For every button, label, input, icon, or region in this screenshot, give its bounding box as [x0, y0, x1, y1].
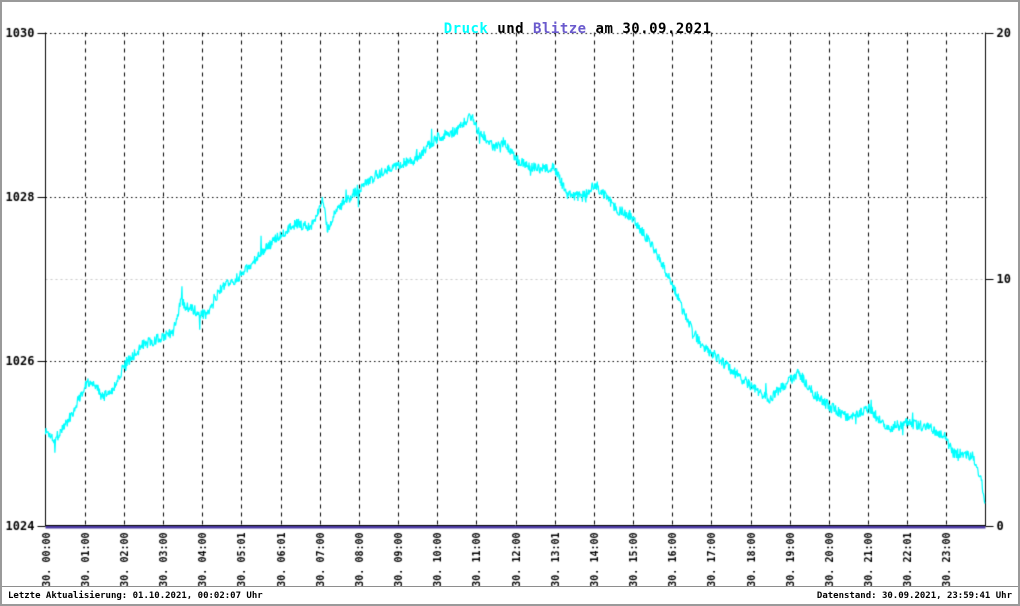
chart-title: Druck und Blitze am 30.09.2021 [408, 5, 712, 53]
chart-title-und: und [488, 21, 534, 37]
druck-blitze-chart-canvas [2, 2, 1018, 587]
chart-title-blitze: Blitze [533, 21, 587, 37]
data-state-label: Datenstand: 30.09.2021, 23:59:41 Uhr [816, 591, 1012, 601]
status-bar: Letzte Aktualisierung: 01.10.2021, 00:02… [2, 586, 1018, 604]
last-update-label: Letzte Aktualisierung: 01.10.2021, 00:02… [8, 591, 263, 601]
chart-title-druck: Druck [443, 21, 489, 37]
chart-title-date: am 30.09.2021 [586, 21, 712, 37]
